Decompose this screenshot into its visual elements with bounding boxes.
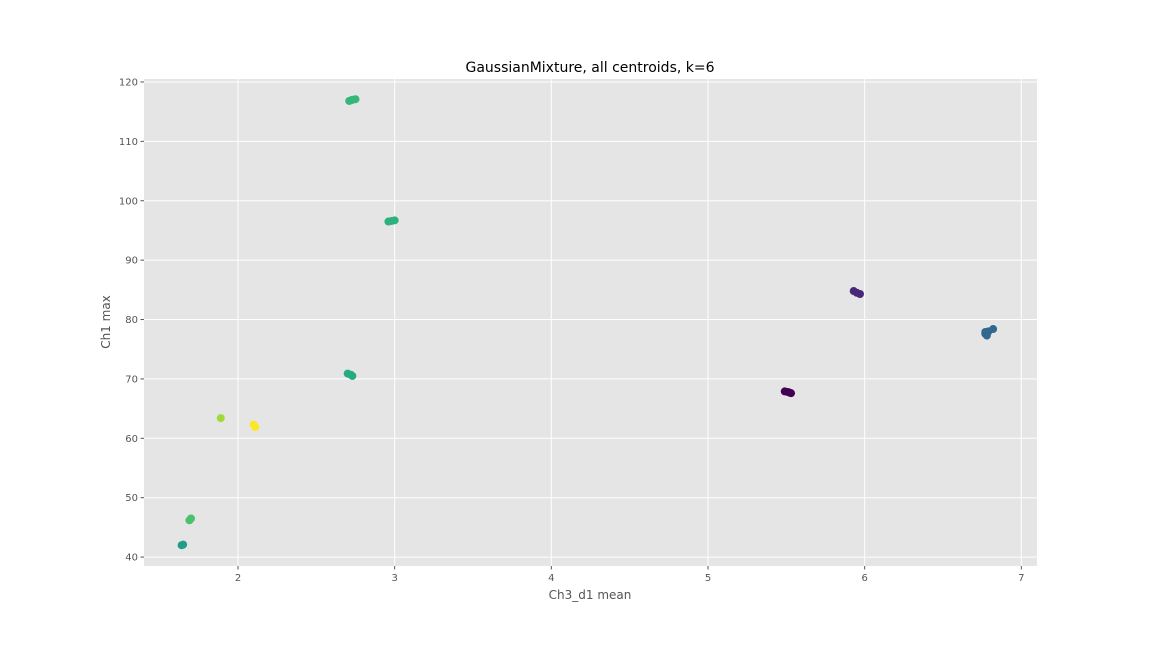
scatter-point	[348, 371, 357, 380]
x-axis-label: Ch3_d1 mean	[549, 588, 632, 602]
x-tick-label: 7	[1018, 573, 1024, 584]
y-tick-label: 60	[125, 434, 138, 445]
x-tick-label: 2	[235, 573, 241, 584]
scatter-point	[989, 325, 998, 334]
y-tick-label: 120	[119, 77, 138, 88]
plot-area	[144, 79, 1037, 566]
chart-title: GaussianMixture, all centroids, k=6	[465, 60, 714, 76]
y-tick-label: 40	[125, 553, 138, 564]
scatter-point	[346, 96, 355, 105]
grid-lines	[144, 79, 1037, 566]
y-axis-label: Ch1 max	[99, 295, 113, 349]
y-tick-label: 50	[125, 493, 138, 504]
scatter-point	[785, 388, 794, 397]
y-axis-ticks: 40 50 60 70 80 90 100 110 120	[119, 77, 144, 564]
y-tick-label: 110	[119, 137, 138, 148]
data-points	[177, 95, 998, 550]
scatter-point	[855, 289, 864, 298]
scatter-point	[251, 423, 260, 432]
x-tick-label: 5	[705, 573, 711, 584]
y-tick-label: 90	[125, 256, 138, 267]
x-tick-label: 4	[548, 573, 554, 584]
y-tick-label: 80	[125, 315, 138, 326]
scatter-point	[390, 216, 399, 225]
scatter-point	[216, 414, 225, 423]
scatter-point	[179, 540, 188, 549]
y-tick-label: 70	[125, 374, 138, 385]
x-tick-label: 6	[861, 573, 867, 584]
x-tick-label: 3	[391, 573, 397, 584]
scatter-point	[187, 514, 195, 523]
x-axis-ticks: 2 3 4 5 6 7	[235, 566, 1025, 584]
y-tick-label: 100	[119, 196, 138, 207]
